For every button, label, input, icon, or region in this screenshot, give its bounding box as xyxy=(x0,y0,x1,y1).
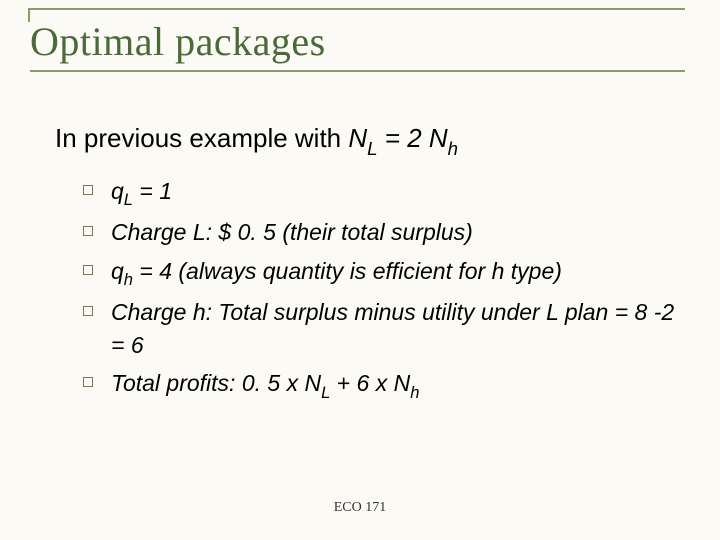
list-item: qL = 1 xyxy=(83,175,680,211)
title-rule-top xyxy=(30,8,685,10)
bullet-text: qL = 1 xyxy=(111,175,172,211)
intro-mid: = 2 xyxy=(378,123,429,153)
tp-s1: L xyxy=(321,383,330,402)
bullet-text: Total profits: 0. 5 x NL + 6 x Nh xyxy=(111,367,419,403)
q-tail: = 4 (always quantity is efficient for h … xyxy=(133,258,562,284)
bullet-square-icon xyxy=(83,377,93,387)
slide-body: In previous example with NL = 2 Nh qL = … xyxy=(55,122,680,408)
q-eq: = 1 xyxy=(133,178,172,204)
intro-sub1: L xyxy=(367,138,377,159)
intro-line: In previous example with NL = 2 Nh xyxy=(55,122,680,159)
list-item: Total profits: 0. 5 x NL + 6 x Nh xyxy=(83,367,680,403)
intro-sub2: h xyxy=(448,138,458,159)
tp-v1: N xyxy=(304,370,321,396)
bullet-text: Charge h: Total surplus minus utility un… xyxy=(111,296,680,360)
bullet-square-icon xyxy=(83,185,93,195)
tp-mid: + 6 x xyxy=(330,370,393,396)
list-item: qh = 4 (always quantity is efficient for… xyxy=(83,255,680,291)
slide: Optimal packages In previous example wit… xyxy=(0,0,720,540)
title-rule-bottom xyxy=(30,70,685,72)
bullet-text: Charge L: $ 0. 5 (their total surplus) xyxy=(111,216,473,248)
tp-prefix: Total profits: 0. 5 x xyxy=(111,370,304,396)
q-var: q xyxy=(111,178,124,204)
list-item: Charge L: $ 0. 5 (their total surplus) xyxy=(83,216,680,248)
bullet-square-icon xyxy=(83,306,93,316)
slide-footer: ECO 171 xyxy=(0,500,720,516)
q-sub: L xyxy=(124,190,133,209)
slide-title: Optimal packages xyxy=(30,18,690,65)
bullet-text: qh = 4 (always quantity is efficient for… xyxy=(111,255,562,291)
q-sub: h xyxy=(124,270,133,289)
tp-s2: h xyxy=(410,383,419,402)
bullet-square-icon xyxy=(83,226,93,236)
q-var: q xyxy=(111,258,124,284)
intro-var1: N xyxy=(348,123,367,153)
intro-var2: N xyxy=(429,123,448,153)
title-container: Optimal packages xyxy=(30,18,690,65)
tp-v2: N xyxy=(394,370,411,396)
list-item: Charge h: Total surplus minus utility un… xyxy=(83,296,680,360)
intro-prefix: In previous example with xyxy=(55,123,348,153)
bullet-list: qL = 1 Charge L: $ 0. 5 (their total sur… xyxy=(83,175,680,403)
bullet-square-icon xyxy=(83,265,93,275)
